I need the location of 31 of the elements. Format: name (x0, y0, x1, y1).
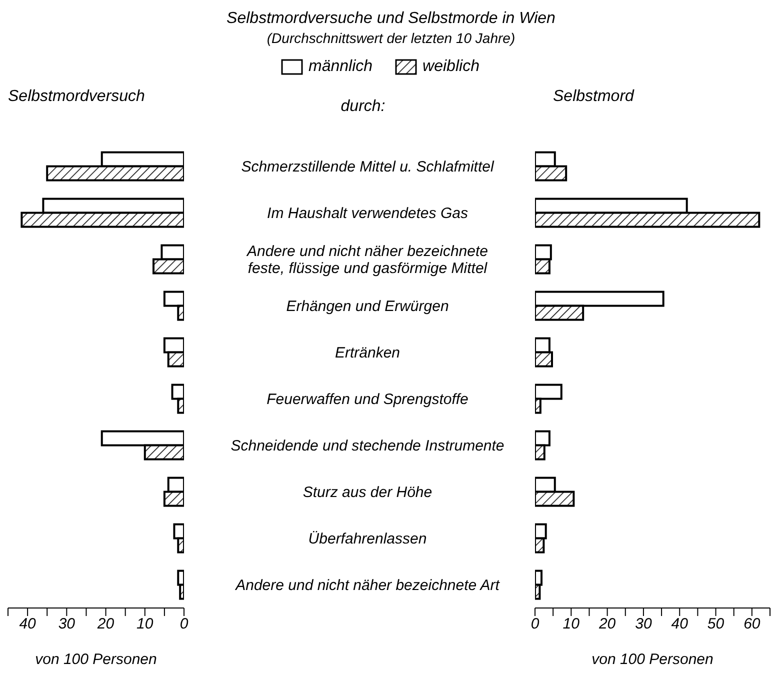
x-tick-label: 10 (562, 616, 580, 633)
y-tick-label: Erhängen und Erwürgen (286, 298, 449, 315)
x-tick-label: 40 (671, 616, 689, 633)
y-tick-label: Andere und nicht näher bezeichnete feste, flüssige und gasförmige Mittel (246, 242, 488, 277)
x-tick-label: 50 (707, 616, 725, 633)
y-tick-label: Im Haushalt verwendetes Gas (267, 204, 468, 222)
text: Selbstmordversuche und Selbstmorde in Wien (226, 10, 556, 28)
y-axis-title: durch: (340, 98, 386, 116)
x-tick-label: 0 (180, 616, 189, 633)
y-tick-label: Schneidende und stechende Instrumente (230, 437, 504, 454)
x-tick-label: 30 (58, 616, 76, 633)
y-tick-label: Sturz aus der Höhe (302, 484, 432, 501)
y-tick-label: Ertränken (334, 344, 400, 362)
y-tick-label: Schmerzstillende Mittel u. Schlafmittel (241, 158, 494, 176)
x-tick-label: 40 (19, 616, 37, 633)
text: Selbstmordversuch (8, 88, 145, 106)
y-tick-label: Feuerwaffen und Sprengstoffe (266, 390, 468, 408)
x-tick-label: 30 (635, 616, 652, 633)
x-tick-label: 20 (96, 616, 115, 633)
x-tick-label: 0 (530, 616, 540, 633)
y-tick-label: Überfahrenlassen (308, 530, 427, 548)
x-tick-label: 60 (744, 616, 761, 633)
y-tick-label: Andere und nicht näher bezeichnete Art (234, 576, 500, 594)
chart-title: Selbstmord (553, 88, 634, 106)
legend-label: männlich (308, 58, 373, 75)
legend-label: weiblich (422, 58, 480, 75)
x-axis-title: von 100 Personen (592, 651, 714, 668)
x-axis-title: von 100 Personen (35, 651, 157, 668)
x-tick-label: 10 (136, 616, 154, 633)
text: (Durchschnittswert der letzten 10 Jahre) (266, 30, 516, 46)
x-tick-label: 20 (598, 616, 616, 633)
